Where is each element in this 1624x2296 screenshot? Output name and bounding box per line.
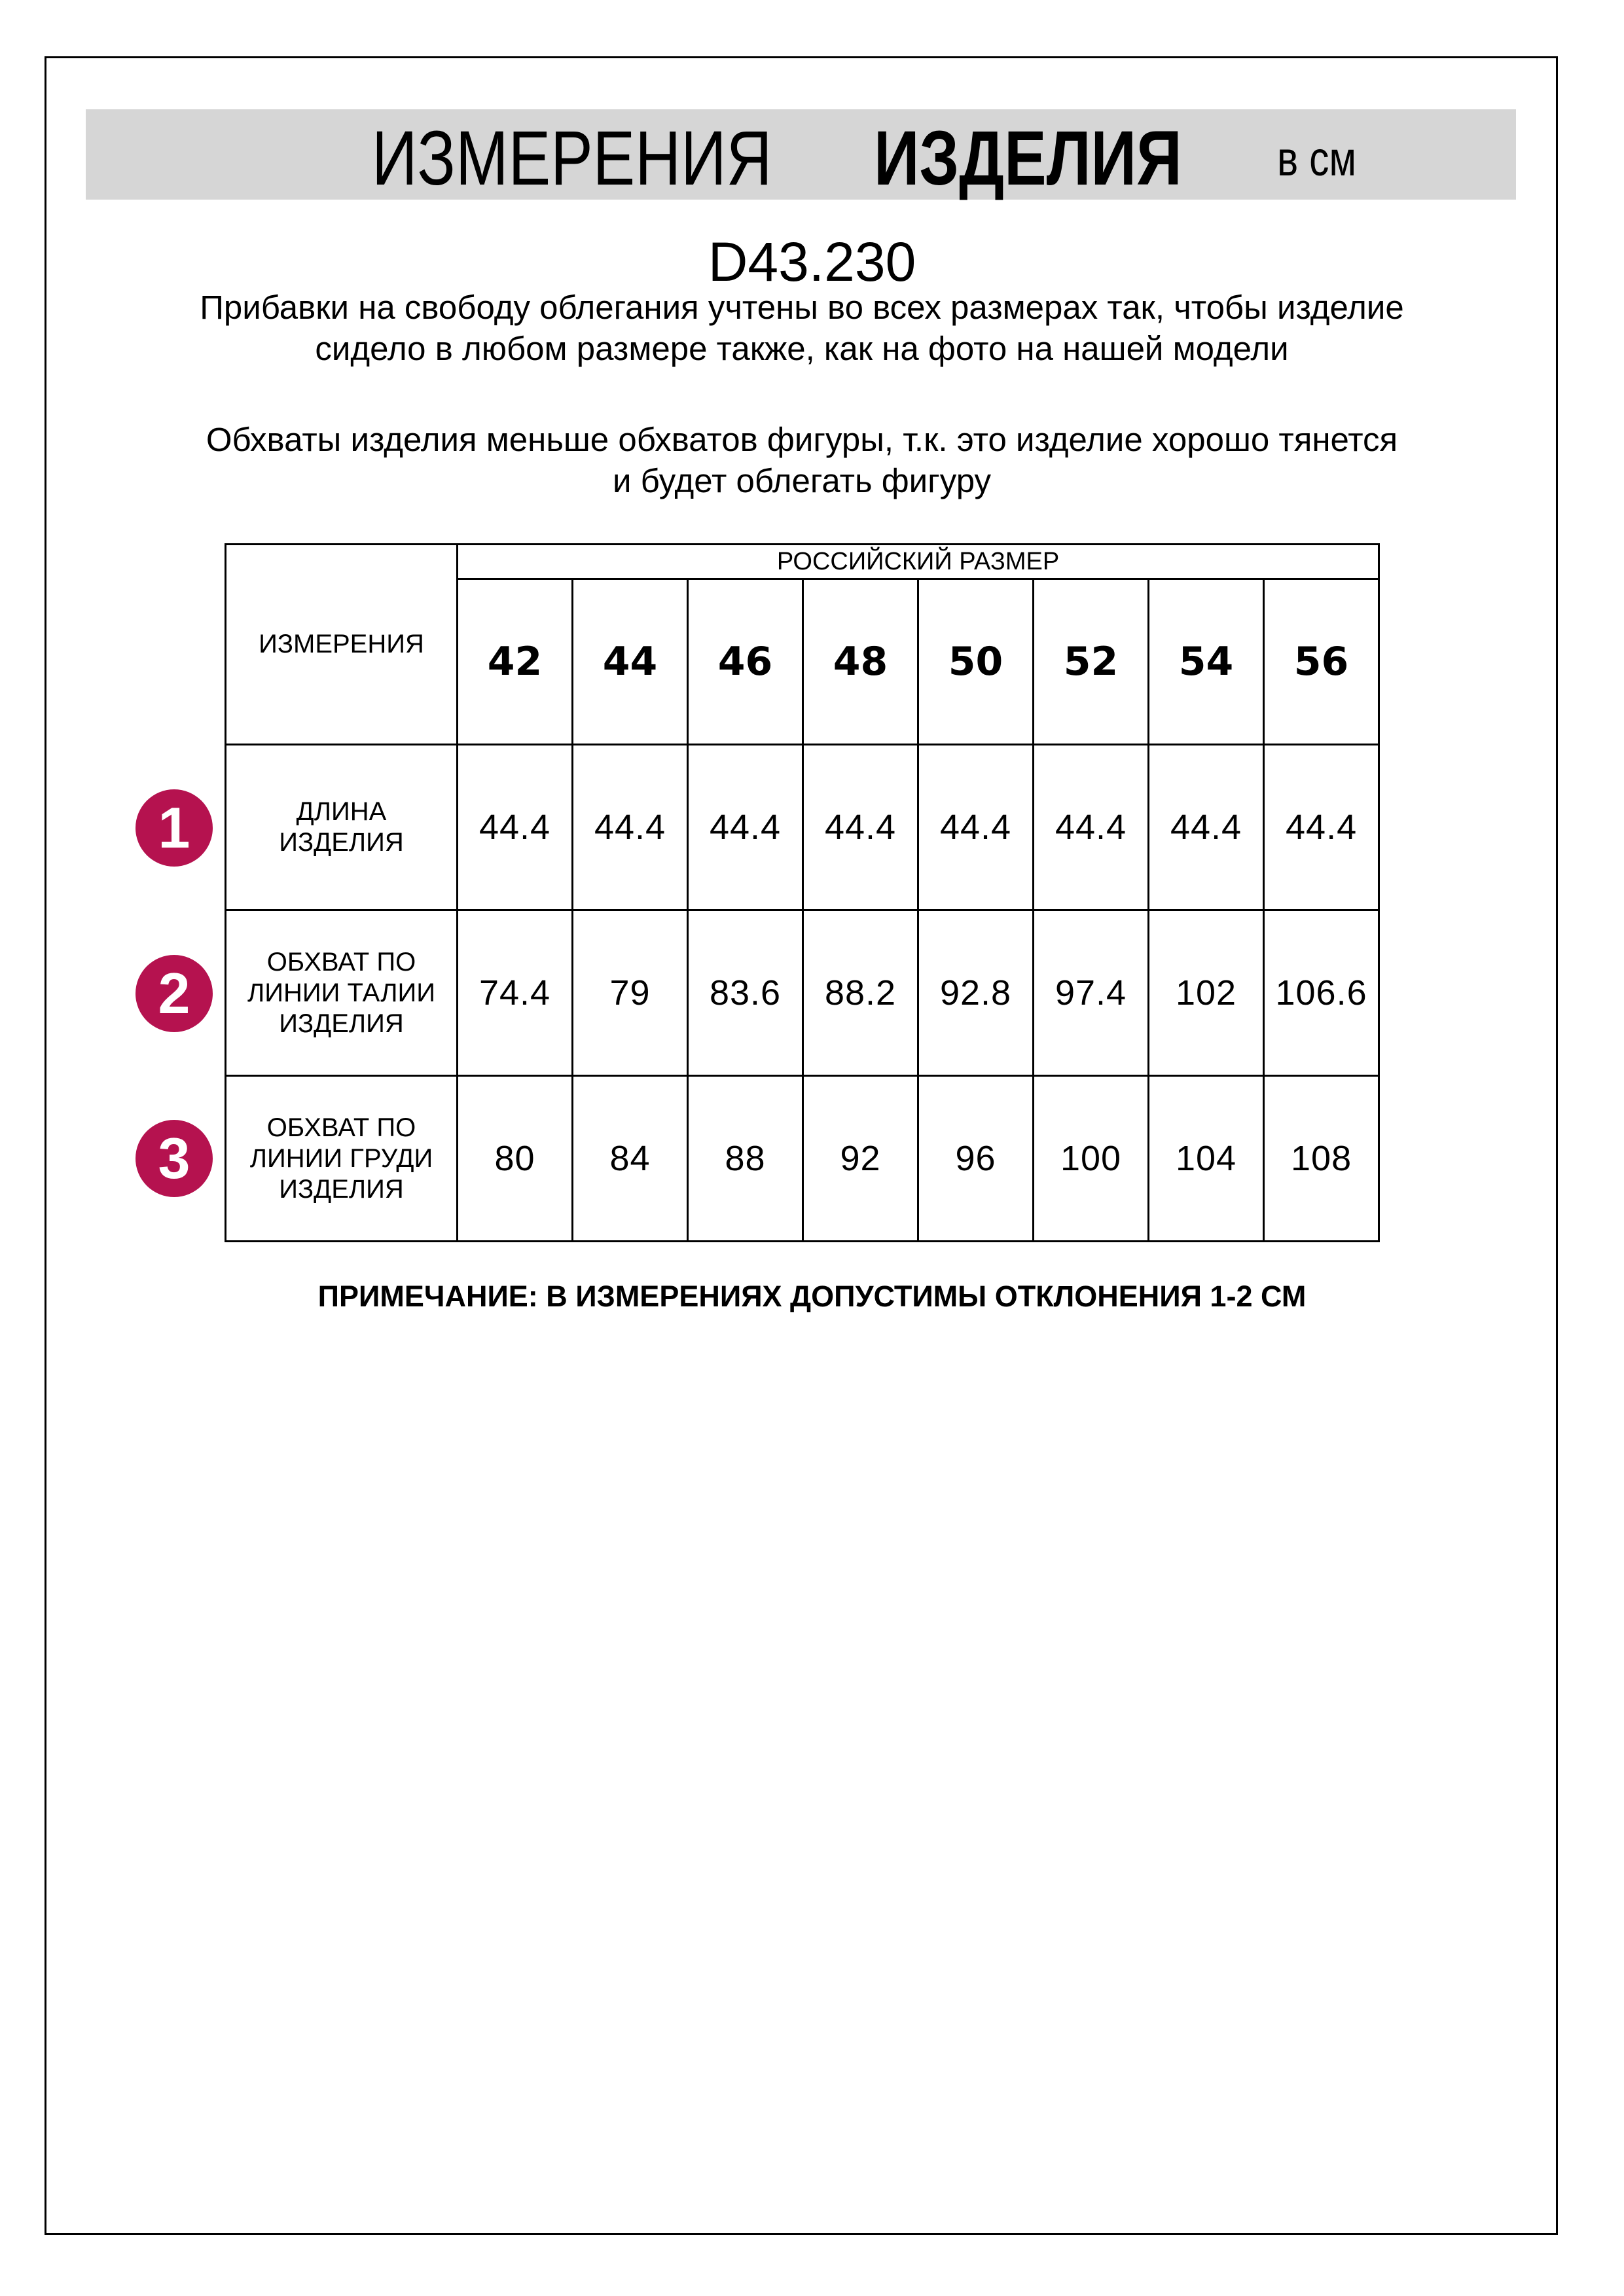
value-cell: 44.4 bbox=[571, 744, 689, 911]
size-header-52: 52 bbox=[1032, 578, 1149, 745]
value-cell: 96 bbox=[917, 1075, 1034, 1242]
table-row: ОБХВАТ ПО ЛИНИИ ГРУДИ ИЗДЕЛИЯ 80 84 88 92 96 1… bbox=[225, 1075, 1380, 1242]
value-cell: 88 bbox=[687, 1075, 804, 1242]
row-label: ОБХВАТ ПО ЛИНИИ ТАЛИИ ИЗДЕЛИЯ bbox=[225, 909, 458, 1077]
stretch-note: Обхваты изделия меньше обхватов фигуры, … bbox=[206, 421, 1398, 499]
value-cell: 88.2 bbox=[802, 909, 919, 1077]
value-cell: 44.4 bbox=[687, 744, 804, 911]
value-cell: 102 bbox=[1147, 909, 1265, 1077]
value-cell: 83.6 bbox=[687, 909, 804, 1077]
value-cell: 104 bbox=[1147, 1075, 1265, 1242]
row-label: ДЛИНА ИЗДЕЛИЯ bbox=[225, 744, 458, 911]
value-cell: 106.6 bbox=[1262, 909, 1380, 1077]
header-band bbox=[86, 109, 1516, 200]
value-cell: 44.4 bbox=[1147, 744, 1265, 911]
row-number-badge: 2 bbox=[135, 955, 213, 1032]
value-cell: 80 bbox=[456, 1075, 573, 1242]
footnote: ПРИМЕЧАНИЕ: В ИЗМЕРЕНИЯХ ДОПУСТИМЫ ОТКЛО… bbox=[317, 1280, 1307, 1313]
value-cell: 79 bbox=[571, 909, 689, 1077]
row-label: ОБХВАТ ПО ЛИНИИ ГРУДИ ИЗДЕЛИЯ bbox=[225, 1075, 458, 1242]
size-header-56: 56 bbox=[1262, 578, 1380, 745]
value-cell: 97.4 bbox=[1032, 909, 1149, 1077]
value-cell: 92 bbox=[802, 1075, 919, 1242]
value-cell: 44.4 bbox=[917, 744, 1034, 911]
value-cell: 84 bbox=[571, 1075, 689, 1242]
size-header-42: 42 bbox=[456, 578, 573, 745]
fit-note: Прибавки на свободу облегания учтены во … bbox=[200, 289, 1404, 367]
size-header-48: 48 bbox=[802, 578, 919, 745]
title-regular: ИЗМЕРЕНИЯ bbox=[372, 115, 772, 202]
value-cell: 108 bbox=[1262, 1075, 1380, 1242]
value-cell: 44.4 bbox=[1262, 744, 1380, 911]
measurements-header: ИЗМЕРЕНИЯ bbox=[225, 543, 458, 745]
size-header-46: 46 bbox=[687, 578, 804, 745]
page-frame bbox=[45, 56, 1558, 2235]
table-row: ОБХВАТ ПО ЛИНИИ ТАЛИИ ИЗДЕЛИЯ 74.4 79 83.6 8… bbox=[225, 909, 1380, 1077]
size-header-54: 54 bbox=[1147, 578, 1265, 745]
size-header-44: 44 bbox=[571, 578, 689, 745]
unit-label: в см bbox=[1277, 132, 1357, 186]
size-table: ИЗМЕРЕНИЯ РОССИЙСКИЙ РАЗМЕР 42 44 46 48 50 52… bbox=[225, 543, 1380, 1242]
title-bold: ИЗДЕЛИЯ bbox=[874, 115, 1182, 202]
row-number-badge: 3 bbox=[135, 1120, 213, 1197]
row-number-badge: 1 bbox=[135, 789, 213, 867]
value-cell: 44.4 bbox=[1032, 744, 1149, 911]
table-row: ДЛИНА ИЗДЕЛИЯ 44.4 44.4 44.4 44.4 44.4 44.4 44.… bbox=[225, 744, 1380, 911]
value-cell: 100 bbox=[1032, 1075, 1149, 1242]
value-cell: 44.4 bbox=[456, 744, 573, 911]
size-header-50: 50 bbox=[917, 578, 1034, 745]
product-code: D43.230 bbox=[708, 231, 916, 293]
value-cell: 74.4 bbox=[456, 909, 573, 1077]
value-cell: 44.4 bbox=[802, 744, 919, 911]
size-group-header: РОССИЙСКИЙ РАЗМЕР bbox=[456, 543, 1380, 580]
value-cell: 92.8 bbox=[917, 909, 1034, 1077]
